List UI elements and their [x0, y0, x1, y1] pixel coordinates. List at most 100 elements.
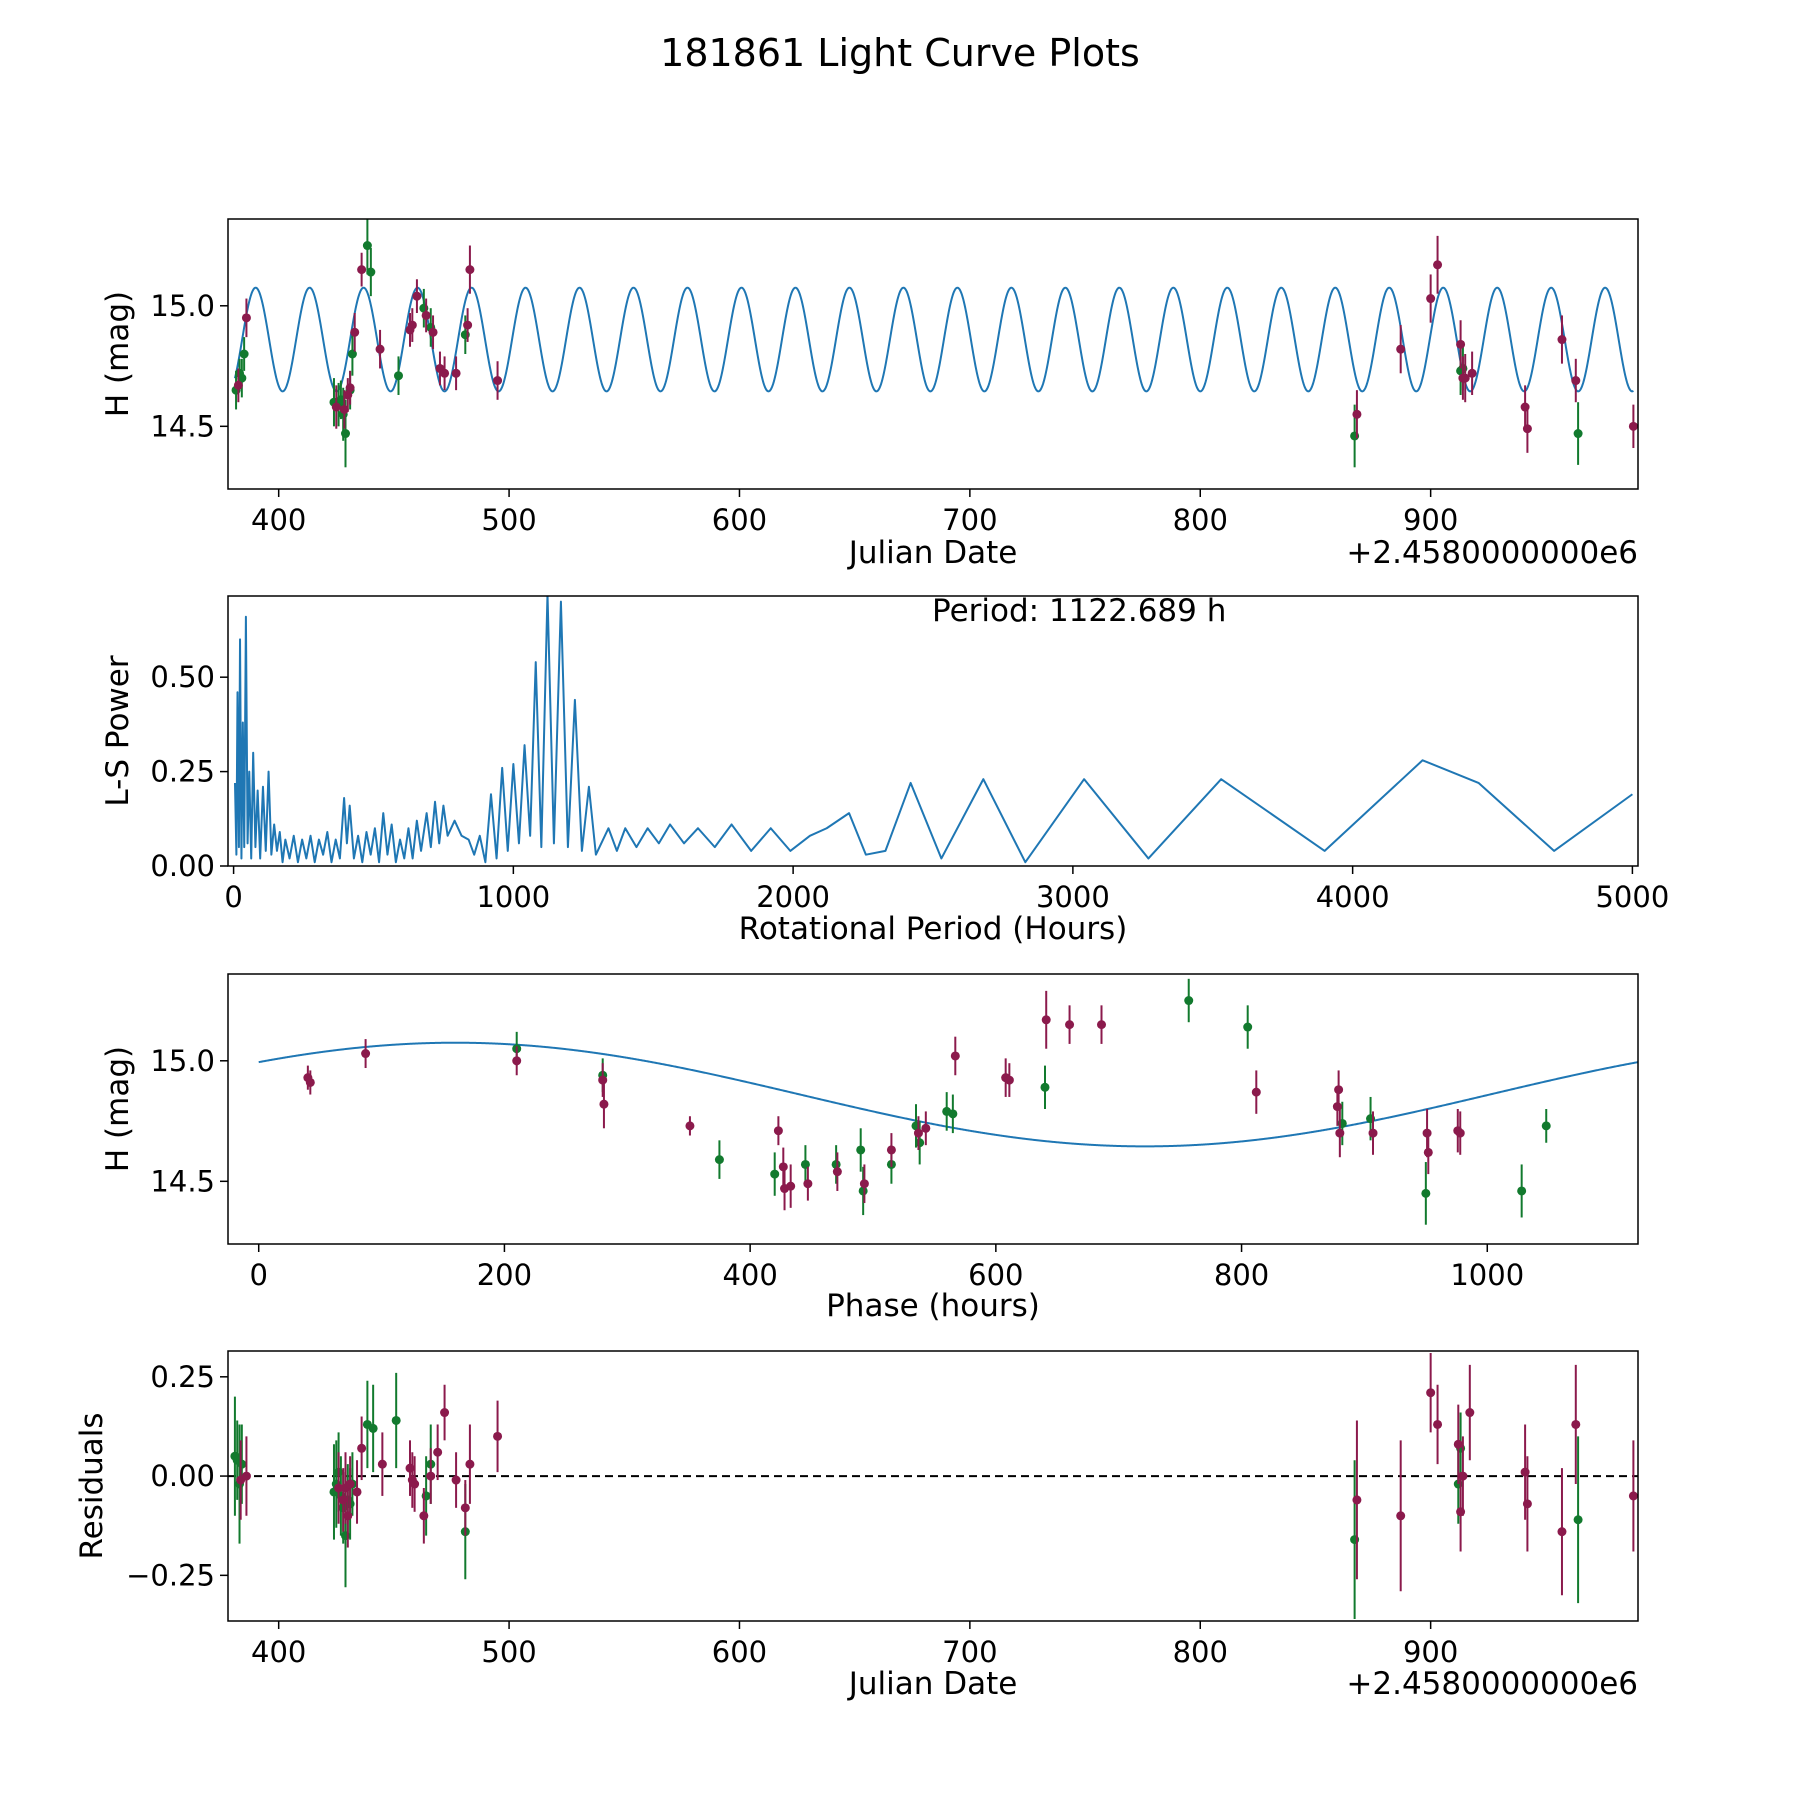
residuals-ytick-label: 0.00: [150, 1459, 215, 1493]
residuals-point-maroon: [451, 1475, 461, 1485]
residuals-point-maroon: [352, 1487, 362, 1497]
lightcurve-point-maroon: [331, 402, 341, 412]
phased-point-maroon: [599, 1099, 609, 1109]
lightcurve-point-maroon: [1396, 344, 1406, 354]
residuals-point-maroon: [493, 1431, 503, 1441]
residuals-marks: [228, 1352, 1638, 1620]
residuals-point-maroon: [1465, 1408, 1475, 1418]
residuals-ytick-label: 0.25: [150, 1360, 215, 1394]
phased-point-maroon: [859, 1179, 869, 1189]
phased-point-maroon: [913, 1128, 923, 1138]
phased-xtick-label: 400: [722, 1258, 777, 1292]
lightcurve-axes-frame: [227, 218, 1639, 490]
residuals-point-maroon: [1426, 1388, 1436, 1398]
phased-xtick-label: 600: [968, 1258, 1023, 1292]
phased-point-maroon: [1041, 1015, 1051, 1025]
lightcurve-point-maroon: [1352, 409, 1362, 419]
residuals-xtick-label: 900: [1403, 1635, 1458, 1669]
phased-point-maroon: [685, 1121, 695, 1131]
phased-point-maroon: [773, 1126, 783, 1136]
lightcurve-ylabel: H (mag): [100, 291, 136, 417]
lightcurve-point-maroon: [421, 310, 431, 320]
lightcurve-point-maroon: [493, 376, 503, 386]
figure-title: 181861 Light Curve Plots: [660, 31, 1140, 75]
phased-point-maroon: [512, 1056, 522, 1066]
periodogram-xtick-label: 5000: [1595, 880, 1669, 914]
lightcurve-ticks: 400 500 600 700 800 900 14.5 15.0: [150, 289, 1458, 537]
residuals-axes-frame: [227, 1350, 1639, 1622]
phased-point-maroon: [305, 1077, 315, 1087]
lightcurve-point-maroon: [1460, 373, 1470, 383]
phased-point-maroon: [1368, 1128, 1378, 1138]
residuals-point-maroon: [1433, 1419, 1443, 1429]
lightcurve-point-maroon: [440, 368, 450, 378]
residuals-panel: 400 500 600 700 800 900 −0.25 0.00 0.25 Julian D…: [74, 1350, 1639, 1702]
phased-point-maroon: [803, 1179, 813, 1189]
residuals-point-maroon: [1352, 1495, 1362, 1505]
residuals-point-maroon: [241, 1471, 251, 1481]
lightcurve-ytick-label: 15.0: [150, 289, 215, 323]
residuals-offset-label: +2.4580000000e6: [1346, 1666, 1638, 1702]
periodogram-annotation: Period: 1122.689 h: [932, 593, 1226, 629]
phased-point-maroon: [598, 1075, 608, 1085]
lightcurve-point-maroon: [339, 404, 349, 414]
lightcurve-point-maroon: [412, 291, 422, 301]
residuals-point-green: [368, 1423, 378, 1433]
residuals-ytick-label: −0.25: [126, 1558, 215, 1592]
residuals-point-green: [391, 1415, 401, 1425]
lightcurve-point-maroon: [1628, 421, 1638, 431]
phased-point-green: [831, 1159, 841, 1169]
residuals-point-maroon: [419, 1511, 429, 1521]
phased-point-green: [1517, 1186, 1527, 1196]
lightcurve-point-maroon: [233, 380, 243, 390]
phased-xtick-label: 1000: [1450, 1258, 1524, 1292]
lightcurve-xtick-label: 800: [1173, 503, 1228, 537]
phased-model-curve: [258, 1041, 1638, 1148]
phased-point-green: [714, 1155, 724, 1165]
phased-point-maroon: [1065, 1020, 1075, 1030]
phased-point-green: [856, 1145, 866, 1155]
phased-point-green: [858, 1186, 868, 1196]
lightcurve-xtick-label: 600: [712, 503, 767, 537]
residuals-point-green: [237, 1459, 247, 1469]
residuals-xtick-label: 600: [712, 1635, 767, 1669]
lightcurve-point-maroon: [345, 383, 355, 393]
phased-xlabel: Phase (hours): [826, 1288, 1040, 1324]
residuals-point-maroon: [1396, 1511, 1406, 1521]
lightcurve-xtick-label: 900: [1403, 503, 1458, 537]
residuals-xtick-label: 700: [942, 1635, 997, 1669]
lightcurve-point-maroon: [428, 327, 438, 337]
residuals-point-maroon: [1453, 1439, 1463, 1449]
periodogram-xtick-label: 4000: [1316, 880, 1390, 914]
phased-point-maroon: [832, 1167, 842, 1177]
phased-point-maroon: [361, 1049, 371, 1059]
lightcurve-point-maroon: [451, 368, 461, 378]
lightcurve-point-green: [366, 267, 376, 277]
phased-point-maroon: [1422, 1128, 1432, 1138]
phased-point-green: [800, 1159, 810, 1169]
phased-ylabel: H (mag): [100, 1046, 136, 1172]
periodogram-ticks: 0 1000 2000 3000 4000 5000 0.00 0.25 0.50: [150, 660, 1669, 914]
phased-point-maroon: [1423, 1147, 1433, 1157]
phased-point-maroon: [1251, 1087, 1261, 1097]
residuals-point-maroon: [1628, 1491, 1638, 1501]
phased-point-maroon: [950, 1051, 960, 1061]
periodogram-ylabel: L-S Power: [100, 655, 136, 806]
lightcurve-point-maroon: [1557, 335, 1567, 345]
periodogram-xtick-label: 2000: [756, 880, 830, 914]
residuals-xtick-label: 400: [251, 1635, 306, 1669]
periodogram-ytick-label: 0.50: [150, 660, 215, 694]
residuals-point-maroon: [334, 1483, 344, 1493]
phased-point-maroon: [1097, 1020, 1107, 1030]
phased-point-green: [1040, 1082, 1050, 1092]
residuals-point-maroon: [1522, 1499, 1532, 1509]
lightcurve-point-maroon: [1571, 376, 1581, 386]
lightcurve-xlabel: Julian Date: [847, 535, 1018, 571]
phased-ytick-label: 15.0: [150, 1044, 215, 1078]
phased-point-maroon: [1455, 1128, 1465, 1138]
phased-point-green: [1243, 1022, 1253, 1032]
phased-axes-frame: [227, 973, 1639, 1245]
phased-ytick-label: 14.5: [150, 1164, 215, 1198]
lightcurve-point-maroon: [1467, 368, 1477, 378]
